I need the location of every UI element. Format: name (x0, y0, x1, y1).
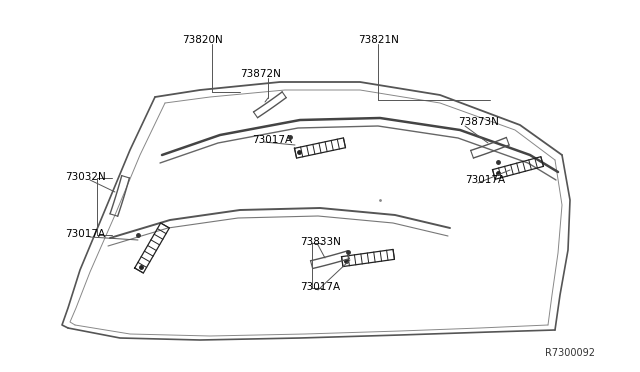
Text: 73833N: 73833N (300, 237, 341, 247)
Text: 73873N: 73873N (458, 117, 499, 127)
Text: 73017A: 73017A (65, 229, 105, 239)
Text: 73821N: 73821N (358, 35, 399, 45)
Text: 73820N: 73820N (182, 35, 223, 45)
Text: 73017A: 73017A (252, 135, 292, 145)
Text: 73032N: 73032N (65, 172, 106, 182)
Text: 73017A: 73017A (300, 282, 340, 292)
Text: 73872N: 73872N (240, 69, 281, 79)
Text: R7300092: R7300092 (545, 348, 595, 358)
Text: 73017A: 73017A (465, 175, 505, 185)
